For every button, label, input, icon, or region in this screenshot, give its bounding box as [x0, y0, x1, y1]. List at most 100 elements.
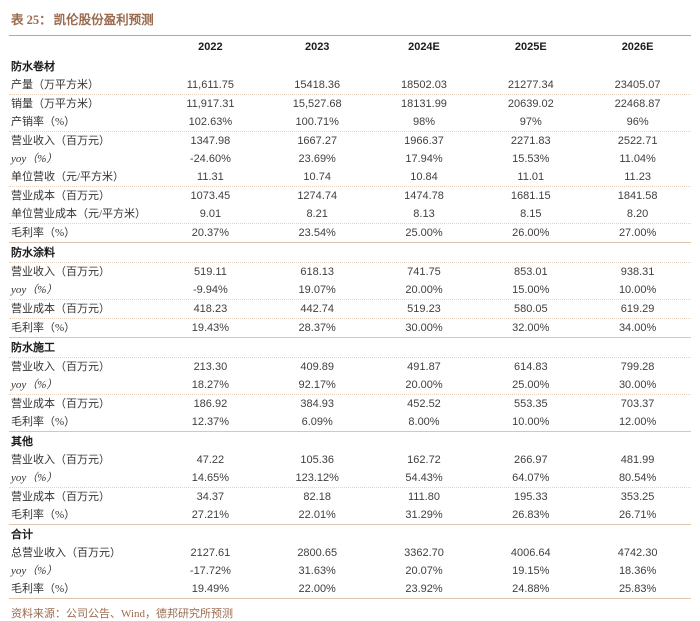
value-cell: 741.75 [407, 266, 441, 278]
table-row: 单位营业成本（元/平方米） 9.01 8.21 8.13 8.15 8.20 [9, 205, 691, 224]
value-cell: 19.49% [191, 583, 230, 595]
value-cell: 618.13 [300, 266, 335, 278]
value-cell: 100.71% [295, 116, 339, 128]
value-cell: 23.54% [298, 227, 336, 239]
value-cell: 266.97 [513, 454, 548, 466]
value-cell: 22.00% [298, 583, 336, 595]
value-cell: 10.74 [303, 171, 331, 183]
value-cell: 1474.78 [404, 190, 444, 202]
row-label-cell: yoy（%） [11, 284, 58, 296]
table-row: 产量（万平方米） 11,611.75 15418.36 18502.03 21277.3… [9, 76, 691, 95]
section-1: 防水涂料 营业收入（百万元） 519.11 618.13 741.75 853.01 938… [9, 242, 691, 337]
value-cell: 98% [412, 116, 435, 128]
value-cell: 11.31 [197, 171, 224, 183]
row-label-cell: 毛利率（%） [11, 583, 76, 595]
section-3: 其他 营业收入（百万元） 47.22 105.36 162.72 266.97 481.99… [9, 431, 691, 524]
row-label-cell: 产销率（%） [11, 116, 76, 128]
table-row: yoy（%） -17.72% 31.63% 20.07% 19.15% 18.36% [9, 562, 691, 580]
value-cell: 31.29% [405, 509, 443, 521]
value-cell: 96% [626, 116, 649, 128]
section-header: 其他 [11, 436, 33, 448]
table-row: yoy（%） -24.60% 23.69% 17.94% 15.53% 11.04% [9, 150, 691, 168]
value-cell: 34.37 [196, 491, 225, 503]
value-cell: 20.37% [191, 227, 230, 239]
value-cell: 19.43% [191, 322, 230, 334]
row-label-cell: yoy（%） [11, 153, 58, 165]
section-header: 防水卷材 [11, 61, 55, 73]
value-cell: 10.00% [512, 416, 550, 428]
table-row: 营业收入（百万元） 519.11 618.13 741.75 853.01 938.31 [9, 263, 691, 281]
table-row: 毛利率（%） 27.21% 22.01% 31.29% 26.83% 26.71% [9, 506, 691, 524]
section-0: 防水卷材产量（万平方米） 11,611.75 15418.36 18502.03 212… [9, 57, 691, 242]
value-cell: 23405.07 [614, 79, 661, 91]
value-cell: 26.71% [618, 509, 657, 521]
value-cell: 8.21 [306, 208, 328, 220]
value-cell: 18502.03 [401, 79, 447, 91]
value-cell: 15.53% [512, 153, 550, 165]
value-cell: 80.54% [618, 472, 657, 484]
year-column-header: 2022 [198, 41, 223, 53]
table-row: 单位营收（元/平方米） 11.31 10.74 10.84 11.01 11.23 [9, 168, 691, 187]
value-cell: 1966.37 [404, 135, 444, 147]
value-cell: 2271.83 [510, 135, 551, 147]
value-cell: 23.92% [405, 583, 443, 595]
value-cell: 111.80 [407, 491, 440, 503]
value-cell: 18131.99 [401, 98, 447, 110]
value-cell: 23.69% [298, 153, 336, 165]
value-cell: 47.22 [196, 454, 225, 466]
forecast-table: 2022 2023 2024E 2025E 2026E 防水卷材 产量（万平方米） 11,61… [9, 36, 691, 599]
value-cell: 26.00% [512, 227, 550, 239]
row-label-cell: 总营业收入（百万元） [11, 547, 121, 559]
value-cell: 19.15% [512, 565, 550, 577]
corner-cell [9, 42, 157, 51]
row-label-cell: 营业成本（百万元） [11, 190, 110, 202]
table-row: 产销率（%） 102.63% 100.71% 98% 97% 96% [9, 113, 691, 132]
row-label-cell: 毛利率（%） [11, 322, 76, 334]
value-cell: 64.07% [512, 472, 550, 484]
year-column-header: 2024E [408, 41, 440, 53]
value-cell: 92.17% [298, 379, 336, 391]
row-label-cell: 毛利率（%） [11, 416, 76, 428]
value-cell: 213.30 [193, 361, 228, 373]
value-cell: 519.23 [407, 303, 441, 315]
value-cell: 8.20 [626, 208, 649, 220]
value-cell: 24.88% [512, 583, 550, 595]
value-cell: 32.00% [512, 322, 550, 334]
table-row: 营业成本（百万元） 418.23 442.74 519.23 580.05 619.29 [9, 300, 691, 319]
section-header: 防水涂料 [9, 243, 691, 263]
table-row: 毛利率（%） 20.37% 23.54% 25.00% 26.00% 27.00% [9, 224, 691, 242]
value-cell: 2522.71 [617, 135, 658, 147]
value-cell: 6.09% [301, 416, 333, 428]
value-cell: 409.89 [300, 361, 335, 373]
value-cell: 14.65% [191, 472, 230, 484]
value-cell: 452.52 [407, 398, 441, 410]
value-cell: 703.37 [620, 398, 655, 410]
value-cell: 481.99 [620, 454, 655, 466]
value-cell: 384.93 [300, 398, 335, 410]
year-column-header: 2025E [514, 41, 547, 53]
value-cell: 97% [519, 116, 542, 128]
value-cell: 18.27% [191, 379, 230, 391]
row-label-cell: yoy（%） [11, 565, 58, 577]
section-2: 防水施工 营业收入（百万元） 213.30 409.89 491.87 614.83 799… [9, 337, 691, 431]
table-title-text: 凯伦股份盈利预测 [53, 13, 154, 27]
value-cell: 27.21% [191, 509, 230, 521]
table-row: 营业收入（百万元） 47.22 105.36 162.72 266.97 481.99 [9, 451, 691, 469]
row-label-cell: yoy（%） [11, 472, 58, 484]
value-cell: 11.04% [619, 153, 656, 165]
row-label-cell: 营业成本（百万元） [11, 491, 110, 503]
value-cell: 614.83 [513, 361, 548, 373]
table-row: 营业收入（百万元） 213.30 409.89 491.87 614.83 799.28 [9, 358, 691, 376]
value-cell: 11,611.75 [186, 79, 235, 91]
value-cell: 12.00% [618, 416, 657, 428]
value-cell: 22.01% [298, 509, 336, 521]
value-cell: 34.00% [618, 322, 657, 334]
value-cell: 853.01 [513, 266, 548, 278]
value-cell: 1274.74 [297, 190, 338, 202]
value-cell: 1841.58 [617, 190, 658, 202]
value-cell: 22468.87 [614, 98, 661, 110]
row-label-cell: 营业收入（百万元） [11, 135, 110, 147]
table-row: yoy（%） -9.94% 19.07% 20.00% 15.00% 10.00% [9, 281, 691, 300]
value-cell: 186.92 [193, 398, 228, 410]
